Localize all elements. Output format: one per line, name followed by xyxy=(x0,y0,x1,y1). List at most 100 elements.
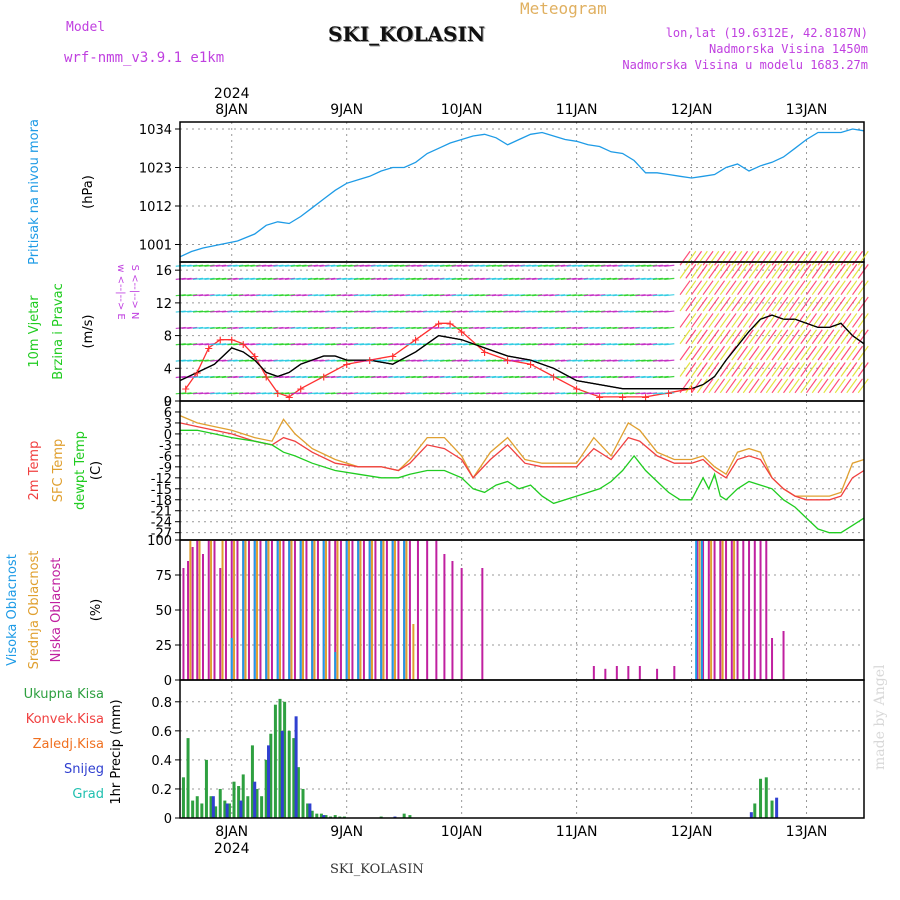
x-tick-label-top: 9JAN xyxy=(330,102,363,118)
wind-barb xyxy=(823,264,835,279)
gust-marker: + xyxy=(388,350,397,363)
wind-barb xyxy=(777,264,789,279)
wind-barb xyxy=(829,264,841,279)
wind-barb xyxy=(719,280,731,296)
bar-precip_total xyxy=(319,813,323,818)
bar-precip_total xyxy=(306,803,310,818)
wind-barb xyxy=(794,345,806,361)
wind-barb xyxy=(829,313,841,328)
wind-barb xyxy=(800,280,812,296)
panel-frame xyxy=(179,679,865,819)
wind-barb xyxy=(765,362,777,377)
wind-barb xyxy=(823,280,835,296)
gust-marker: + xyxy=(687,383,696,396)
gust-marker: + xyxy=(181,383,190,396)
bar-precip_total xyxy=(214,806,218,818)
bar-cloud_low xyxy=(397,540,400,680)
wind-barb xyxy=(696,264,708,279)
wind-barb xyxy=(829,362,841,377)
wind-barb xyxy=(829,345,841,361)
panel-pressure: 1001 1012 1023 1034 Pritisak na nivou mora (h… xyxy=(27,119,865,265)
bar-cloud_low xyxy=(696,540,699,680)
gust-marker: + xyxy=(457,326,466,339)
y-axis-label: 10m Vjetar xyxy=(27,295,42,368)
bar-cloud_low xyxy=(316,540,319,680)
bar-cloud_low xyxy=(191,547,194,680)
bar-precip_total xyxy=(264,759,268,818)
wind-barb xyxy=(679,329,691,345)
wind-barb xyxy=(823,296,835,312)
bar-precip_snow xyxy=(267,745,271,818)
wind-barb xyxy=(702,329,714,345)
bar-cloud_mid xyxy=(279,540,282,680)
wind-barb xyxy=(685,378,697,394)
wind-barb xyxy=(817,280,829,296)
wind-barb xyxy=(742,329,754,345)
wind-barb xyxy=(679,345,691,361)
bar-cloud_low xyxy=(293,540,296,680)
wind-barb xyxy=(719,264,731,279)
bar-cloud_high xyxy=(299,540,302,680)
wind-barb xyxy=(794,362,806,377)
bar-cloud_low xyxy=(707,540,710,680)
wind-barb xyxy=(725,362,737,377)
wind-barb xyxy=(834,362,846,377)
wind-barb xyxy=(719,296,731,312)
bar-cloud_low xyxy=(736,540,739,680)
y-tick-label: -9 xyxy=(159,461,172,476)
wind-barb xyxy=(760,313,772,328)
bar-cloud_low xyxy=(385,540,388,680)
wind-barb xyxy=(719,345,731,361)
wind-barb xyxy=(765,280,777,296)
bar-cloud_low xyxy=(416,540,419,680)
wind-barb xyxy=(852,313,863,328)
wind-barb xyxy=(748,378,760,394)
wind-barb xyxy=(829,296,841,312)
bar-cloud_low xyxy=(656,668,659,680)
gust-marker: + xyxy=(204,342,213,355)
wind-barb xyxy=(691,313,703,328)
gust-marker: + xyxy=(227,334,236,347)
gust-marker: + xyxy=(549,370,558,383)
wind-barb xyxy=(742,313,754,328)
wind-barb xyxy=(846,264,858,279)
wind-barb xyxy=(817,250,829,266)
gust-marker: + xyxy=(204,342,213,355)
compass-line: w <--|--> E xyxy=(115,264,126,319)
wind-barb xyxy=(788,362,800,377)
wind-barb xyxy=(731,313,743,328)
wind-barb xyxy=(679,296,691,312)
bar-cloud_high xyxy=(288,540,291,680)
bar-precip_total xyxy=(186,738,190,818)
gust-marker: + xyxy=(434,317,443,330)
bar-precip_total xyxy=(273,704,277,818)
wind-barb xyxy=(719,362,731,377)
bar-cloud_low xyxy=(224,540,227,680)
y-tick-label: 1001 xyxy=(139,239,172,254)
bar-cloud_mid xyxy=(359,540,362,680)
wind-barb xyxy=(702,280,714,296)
bar-cloud_high xyxy=(276,540,279,680)
wind-barb xyxy=(731,378,743,394)
wind-barb xyxy=(846,280,858,296)
wind-barb xyxy=(771,362,783,377)
bar-precip_snow xyxy=(211,796,215,818)
wind-barb xyxy=(834,280,846,296)
wind-barb xyxy=(788,329,800,345)
bar-cloud_high xyxy=(368,540,371,680)
y-tick-label: 1034 xyxy=(139,123,172,138)
bar-cloud_mid xyxy=(198,540,201,680)
bar-precip_snow xyxy=(308,803,312,818)
bar-cloud_low xyxy=(435,540,438,680)
y-tick-label: 75 xyxy=(155,569,172,584)
wind-barb xyxy=(794,264,806,279)
wind-barb xyxy=(725,313,737,328)
wind-barb xyxy=(806,264,818,279)
bar-cloud_low xyxy=(187,561,190,680)
wind-barb xyxy=(811,296,823,312)
wind-barb xyxy=(719,313,731,328)
gust-marker: + xyxy=(618,391,627,404)
gust-marker: + xyxy=(664,387,673,400)
x-tick-label-bottom: 8JAN xyxy=(215,824,248,840)
